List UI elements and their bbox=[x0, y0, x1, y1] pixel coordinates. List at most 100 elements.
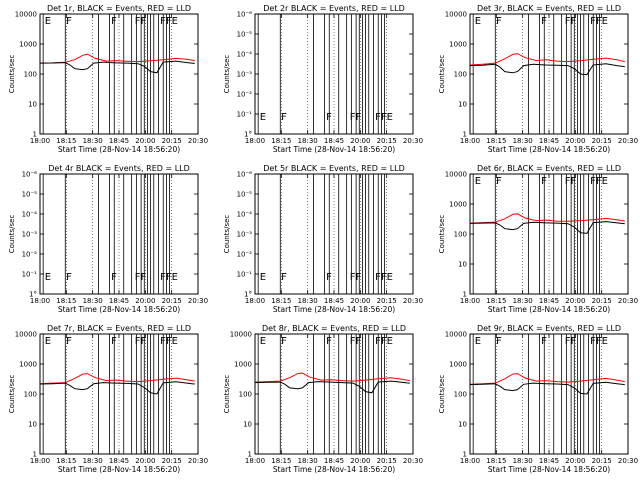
x-tick-label: 20:00 bbox=[565, 137, 585, 145]
flag-label: F bbox=[66, 336, 72, 347]
panel-title: Det 8r, BLACK = Events, RED = LLD bbox=[262, 324, 406, 333]
flag-label: E bbox=[475, 176, 481, 187]
x-tick-label: 18:30 bbox=[83, 137, 103, 145]
x-tick-label: 18:15 bbox=[56, 457, 76, 465]
x-tick-label: 20:15 bbox=[162, 457, 182, 465]
panel-title: Det 1r, BLACK = Events, RED = LLD bbox=[47, 4, 191, 13]
x-tick-label: 20:00 bbox=[135, 297, 155, 305]
y-tick-label: 10000 bbox=[445, 171, 467, 179]
x-axis-label: Start Time (28-Nov-14 18:56:20) bbox=[58, 305, 180, 314]
y-axis-label: Counts/sec bbox=[8, 55, 16, 94]
y-tick-label: 10 bbox=[243, 421, 252, 429]
y-tick-label: 10 bbox=[28, 421, 37, 429]
flag-label: FFE bbox=[590, 336, 608, 347]
x-tick-label: 20:15 bbox=[592, 457, 612, 465]
y-tick-label: 10⁻⁵ bbox=[237, 191, 253, 199]
x-tick-label: 18:15 bbox=[56, 137, 76, 145]
y-tick-label: 1 bbox=[463, 131, 467, 139]
flag-label: F bbox=[111, 16, 117, 27]
x-tick-label: 20:00 bbox=[350, 137, 370, 145]
series-line bbox=[469, 381, 625, 395]
y-tick-label: 10000 bbox=[445, 331, 467, 339]
series-line bbox=[39, 53, 195, 64]
flag-label: F bbox=[541, 16, 547, 27]
y-tick-label: 10⁻⁴ bbox=[237, 211, 253, 219]
panel-6: Det 6r, BLACK = Events, RED = LLD 1 10 100 1… bbox=[438, 164, 638, 314]
y-axis-label: Counts/sec bbox=[438, 215, 446, 254]
x-tick-label: 18:45 bbox=[324, 297, 344, 305]
y-axis-label: Counts/sec bbox=[8, 215, 16, 254]
x-tick-label: 18:45 bbox=[539, 457, 559, 465]
flag-label: F bbox=[66, 272, 72, 283]
flag-label: FF bbox=[350, 112, 362, 123]
x-tick-label: 18:45 bbox=[109, 137, 129, 145]
x-tick-label: 18:00 bbox=[460, 457, 480, 465]
series-line bbox=[39, 381, 195, 395]
y-tick-label: 10⁻³ bbox=[237, 231, 253, 239]
flag-label: FFE bbox=[160, 336, 178, 347]
flag-label: FF bbox=[565, 336, 577, 347]
x-tick-label: 18:00 bbox=[245, 137, 265, 145]
y-tick-label: 1000 bbox=[19, 361, 37, 369]
x-tick-label: 20:15 bbox=[377, 297, 397, 305]
x-tick-label: 18:00 bbox=[245, 457, 265, 465]
x-tick-label: 18:00 bbox=[30, 137, 50, 145]
y-tick-label: 10 bbox=[458, 261, 467, 269]
x-tick-label: 18:15 bbox=[486, 297, 506, 305]
flag-label: F bbox=[541, 176, 547, 187]
flag-label: F bbox=[496, 336, 502, 347]
y-tick-label: 100 bbox=[454, 71, 467, 79]
series-line bbox=[469, 63, 625, 76]
x-tick-label: 20:00 bbox=[135, 457, 155, 465]
x-tick-label: 20:30 bbox=[618, 137, 638, 145]
y-tick-label: 10000 bbox=[15, 331, 37, 339]
flag-label: FF bbox=[135, 16, 147, 27]
y-tick-label: 10⁻¹ bbox=[22, 271, 38, 279]
x-tick-label: 18:30 bbox=[298, 457, 318, 465]
y-tick-label: 1000 bbox=[449, 361, 467, 369]
series-line bbox=[469, 221, 625, 234]
y-tick-label: 10⁻⁵ bbox=[22, 191, 38, 199]
panel-4: Det 4r BLACK = Events, RED = LLD 1° 10⁻¹ 10… bbox=[8, 164, 208, 314]
x-axis-label: Start Time (28-Nov-14 18:56:20) bbox=[488, 465, 610, 474]
flag-label: F bbox=[496, 176, 502, 187]
flag-label: FF bbox=[350, 272, 362, 283]
y-tick-label: 10 bbox=[28, 101, 37, 109]
y-tick-label: 10⁻⁴ bbox=[237, 51, 253, 59]
panel-title: Det 3r, BLACK = Events, RED = LLD bbox=[477, 4, 621, 13]
y-tick-label: 10⁻⁶ bbox=[237, 171, 253, 179]
x-tick-label: 20:30 bbox=[188, 457, 208, 465]
flag-label: E bbox=[475, 16, 481, 27]
panel-title: Det 7r, BLACK = Events, RED = LLD bbox=[47, 324, 191, 333]
y-tick-label: 10000 bbox=[230, 331, 252, 339]
panel-3: Det 3r, BLACK = Events, RED = LLD 1 10 100 1… bbox=[438, 4, 638, 154]
panel-title: Det 2r BLACK = Events, RED = LLD bbox=[263, 4, 405, 13]
x-axis-label: Start Time (28-Nov-14 18:56:20) bbox=[273, 145, 395, 154]
x-tick-label: 18:15 bbox=[271, 297, 291, 305]
flag-label: E bbox=[45, 16, 51, 27]
x-tick-label: 18:45 bbox=[539, 137, 559, 145]
x-tick-label: 20:15 bbox=[377, 457, 397, 465]
series-line bbox=[39, 60, 195, 74]
y-tick-label: 10 bbox=[458, 101, 467, 109]
x-axis-label: Start Time (28-Nov-14 18:56:20) bbox=[58, 465, 180, 474]
x-tick-label: 20:30 bbox=[403, 457, 423, 465]
flag-label: FF bbox=[565, 176, 577, 187]
y-tick-label: 1 bbox=[248, 451, 252, 459]
x-tick-label: 18:00 bbox=[460, 137, 480, 145]
x-axis-label: Start Time (28-Nov-14 18:56:20) bbox=[488, 145, 610, 154]
x-tick-label: 18:15 bbox=[271, 457, 291, 465]
x-tick-label: 18:30 bbox=[513, 297, 533, 305]
series-line bbox=[469, 213, 625, 224]
flag-label: FFE bbox=[375, 112, 393, 123]
x-tick-label: 20:30 bbox=[188, 137, 208, 145]
y-tick-label: 1000 bbox=[234, 361, 252, 369]
y-tick-label: 100 bbox=[239, 391, 252, 399]
flag-label: FFE bbox=[160, 16, 178, 27]
x-tick-label: 18:30 bbox=[298, 297, 318, 305]
flag-label: E bbox=[260, 112, 266, 123]
y-tick-label: 10 bbox=[458, 421, 467, 429]
y-tick-label: 1 bbox=[33, 451, 37, 459]
panel-2: Det 2r BLACK = Events, RED = LLD 1° 10⁻¹ 10… bbox=[223, 4, 423, 154]
